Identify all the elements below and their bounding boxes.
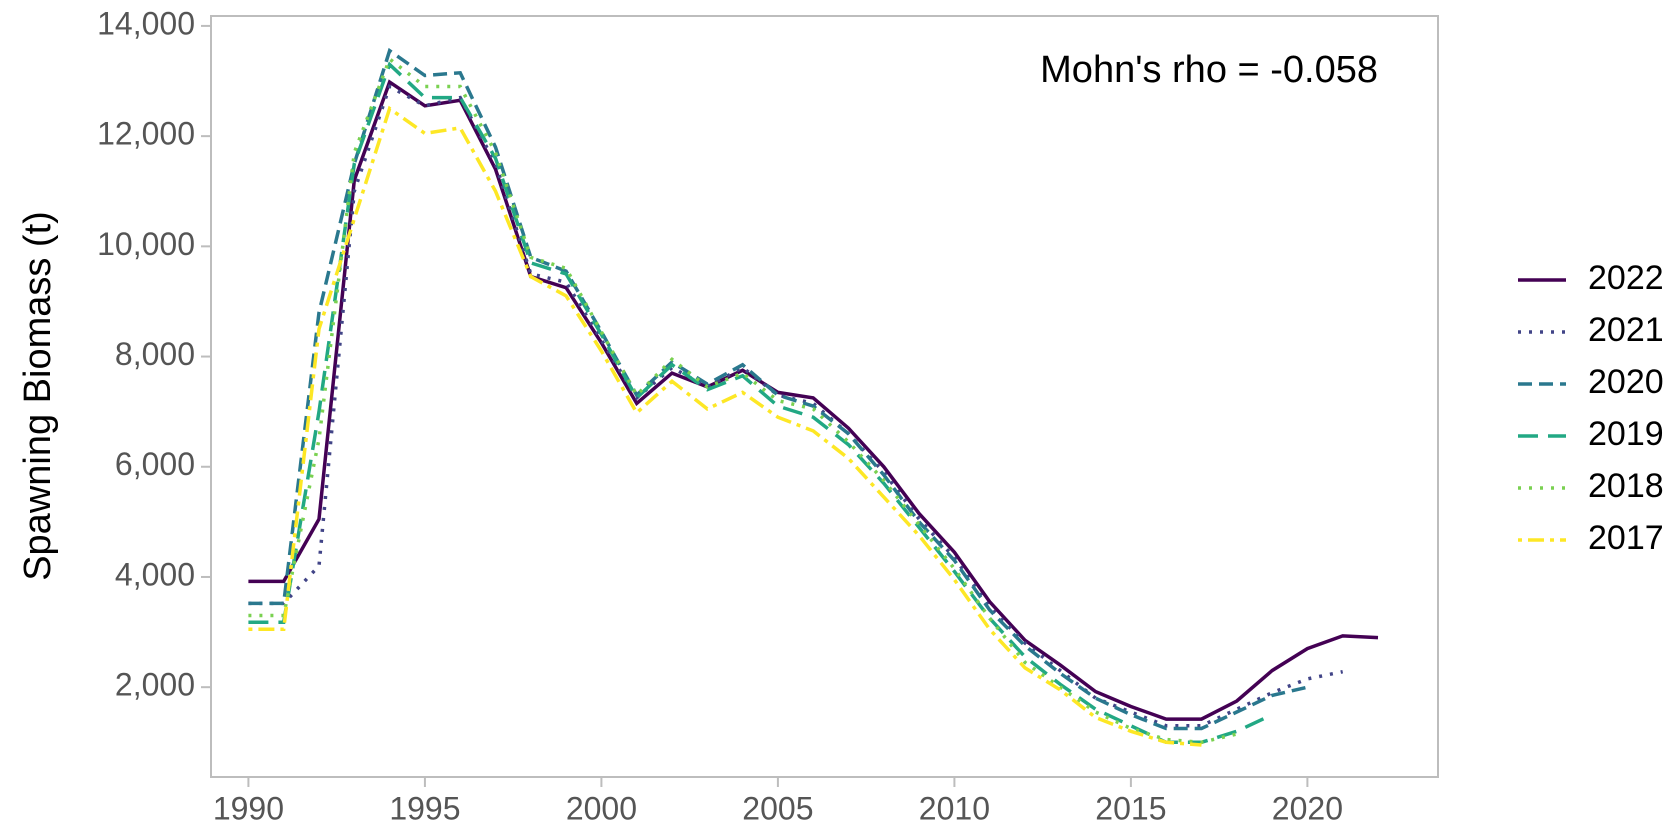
y-tick-label: 4,000 [115,556,195,592]
series-line [248,83,1344,728]
y-tick-label: 6,000 [115,446,195,482]
series-line [248,56,1238,745]
x-tick-label: 2020 [1272,790,1343,826]
series-line [248,61,1273,745]
x-tick-label: 2015 [1095,790,1166,826]
y-tick-label: 12,000 [97,116,195,152]
legend-label: 2017 [1588,519,1664,557]
legend-label: 2021 [1588,311,1664,349]
x-tick-label: 1990 [213,790,284,826]
y-tick-label: 14,000 [97,5,195,41]
legend-label: 2022 [1588,259,1664,297]
y-axis-label: Spawning Biomass (t) [17,211,59,581]
y-tick-label: 2,000 [115,667,195,703]
x-tick-label: 1995 [389,790,460,826]
series-line [248,47,1308,731]
legend-label: 2020 [1588,363,1664,401]
legend-label: 2018 [1588,467,1664,505]
x-tick-label: 2005 [742,790,813,826]
x-tick-label: 2000 [566,790,637,826]
annotation: Mohn's rho = -0.058 [1040,49,1378,91]
y-tick-label: 10,000 [97,226,195,262]
series-line [248,79,1379,721]
x-tick-label: 2010 [919,790,990,826]
panel-border [210,15,1439,778]
legend-label: 2019 [1588,415,1664,453]
series-line [248,105,1202,747]
y-tick-label: 8,000 [115,336,195,372]
